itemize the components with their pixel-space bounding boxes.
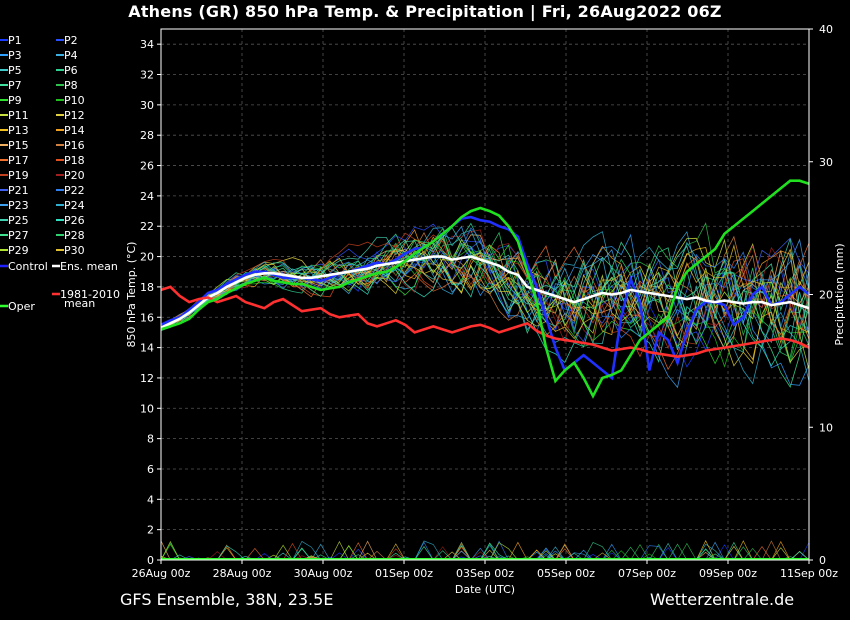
- y-tick-label: 16: [140, 311, 154, 324]
- legend-label: 1981-2010: [60, 288, 120, 301]
- y2-tick-label: 40: [819, 23, 833, 36]
- y-tick-label: 32: [140, 69, 154, 82]
- model-info: GFS Ensemble, 38N, 23.5E: [120, 590, 334, 609]
- y-tick-label: 8: [147, 433, 154, 446]
- x-tick-label: 05Sep 00z: [537, 567, 595, 580]
- legend-label: P13: [8, 124, 29, 137]
- x-tick-label: 11Sep 00z: [780, 567, 838, 580]
- legend-label: P25: [8, 214, 29, 227]
- legend-label: P22: [64, 184, 85, 197]
- legend-label: P18: [64, 154, 85, 167]
- ensemble-member-line: [160, 237, 810, 327]
- legend-label: P8: [64, 79, 78, 92]
- x-tick-label: 26Aug 00z: [132, 567, 191, 580]
- y2-tick-label: 20: [819, 289, 833, 302]
- y-tick-label: 18: [140, 281, 154, 294]
- y-tick-label: 26: [140, 160, 154, 173]
- legend-label: Oper: [8, 300, 35, 313]
- legend-label: P30: [64, 244, 85, 257]
- y-tick-label: 2: [147, 524, 154, 537]
- legend-label: P14: [64, 124, 85, 137]
- y2-tick-label: 0: [819, 554, 826, 567]
- x-tick-label: 03Sep 00z: [456, 567, 514, 580]
- series-line: [160, 255, 810, 330]
- legend-label: P3: [8, 49, 22, 62]
- legend-label: mean: [64, 297, 95, 310]
- legend-label: P9: [8, 94, 22, 107]
- legend-label: P5: [8, 64, 22, 77]
- series-line: [160, 285, 810, 359]
- legend-label: P11: [8, 109, 29, 122]
- ensemble-member-line: [160, 233, 810, 388]
- legend-label: P26: [64, 214, 85, 227]
- x-tick-label: 07Sep 00z: [618, 567, 676, 580]
- legend-label: P10: [64, 94, 85, 107]
- series-lines: [160, 179, 810, 560]
- y-tick-label: 14: [140, 342, 154, 355]
- legend-label: P2: [64, 34, 78, 47]
- y-tick-label: 12: [140, 372, 154, 385]
- y-tick-label: 6: [147, 463, 154, 476]
- ensemble-member-line: [160, 251, 810, 367]
- legend-label: P28: [64, 229, 85, 242]
- y-tick-label: 4: [147, 493, 154, 506]
- y-axis-label: 850 hPa Temp. (°C): [125, 242, 138, 348]
- legend-label: P24: [64, 199, 85, 212]
- y-tick-label: 22: [140, 220, 154, 233]
- legend-label: P21: [8, 184, 29, 197]
- legend-label: P19: [8, 169, 29, 182]
- ensemble-member-line: [160, 237, 810, 343]
- y-tick-label: 30: [140, 99, 154, 112]
- legend-label: P29: [8, 244, 29, 257]
- ensemble-member-line: [160, 262, 810, 367]
- y2-axis-label: Precipitation (mm): [833, 243, 846, 345]
- y-tick-label: 34: [140, 38, 154, 51]
- legend-label: Ens. mean: [60, 260, 118, 273]
- series-line: [160, 179, 810, 399]
- x-tick-label: 28Aug 00z: [213, 567, 272, 580]
- legend-label: P1: [8, 34, 22, 47]
- y-tick-label: 10: [140, 402, 154, 415]
- legend-label: P7: [8, 79, 22, 92]
- legend-label: Control: [8, 260, 48, 273]
- ensemble-member-line: [160, 231, 810, 358]
- y-tick-label: 28: [140, 129, 154, 142]
- plot-frame: [160, 28, 810, 561]
- legend-label: P15: [8, 139, 29, 152]
- chart-title: Athens (GR) 850 hPa Temp. & Precipitatio…: [128, 2, 722, 21]
- x-tick-label: 30Aug 00z: [294, 567, 353, 580]
- legend-label: P6: [64, 64, 78, 77]
- source-label: Wetterzentrale.de: [650, 590, 795, 609]
- legend-label: P27: [8, 229, 29, 242]
- legend-label: P20: [64, 169, 85, 182]
- ensemble-member-line: [160, 238, 810, 370]
- y-tick-label: 0: [147, 554, 154, 567]
- x-tick-label: 09Sep 00z: [699, 567, 757, 580]
- legend-label: P16: [64, 139, 85, 152]
- legend-label: P4: [64, 49, 78, 62]
- x-axis-label: Date (UTC): [455, 583, 515, 596]
- ensemble-member-line: [160, 244, 810, 340]
- y-tick-label: 20: [140, 251, 154, 264]
- ensemble-member-line: [160, 229, 810, 344]
- legend-label: P12: [64, 109, 85, 122]
- y-tick-label: 24: [140, 190, 154, 203]
- legend-label: P17: [8, 154, 29, 167]
- legend: P1 P2 P3 P4 P5 P6 P7 P8 P9 P10 P11 P12 P13 P14 P15 P16 P…: [0, 34, 120, 313]
- x-tick-label: 01Sep 00z: [375, 567, 433, 580]
- legend-label: P23: [8, 199, 29, 212]
- y2-tick-label: 30: [819, 156, 833, 169]
- ensemble-member-line: [160, 237, 810, 368]
- y2-tick-label: 10: [819, 421, 833, 434]
